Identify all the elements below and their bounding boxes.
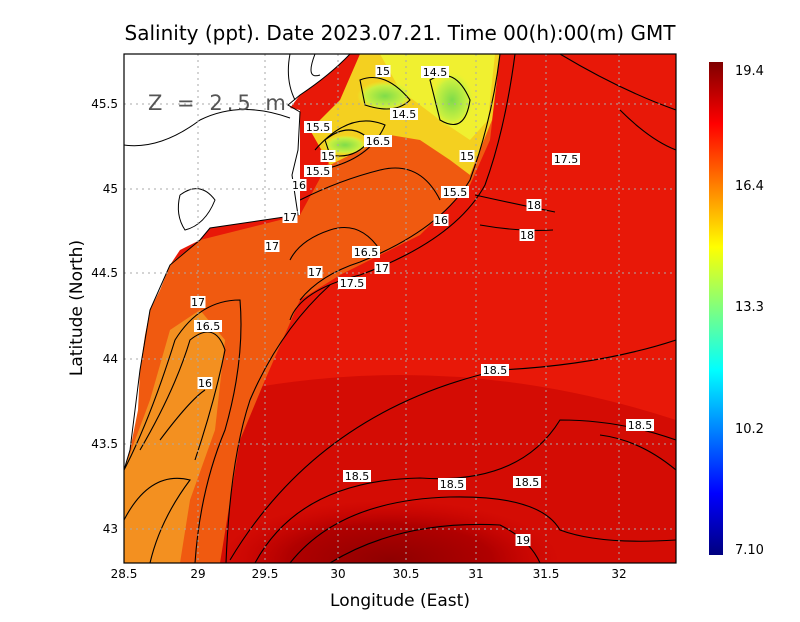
contour-label: 15.5 bbox=[306, 121, 331, 134]
y-tick-label: 45.5 bbox=[91, 97, 118, 111]
contour-label: 16 bbox=[198, 377, 212, 390]
colorbar-label: 13.3 bbox=[735, 300, 764, 315]
contour-label-bg bbox=[513, 476, 541, 488]
y-tick-label: 44 bbox=[103, 352, 118, 366]
contour-label-bg bbox=[197, 377, 213, 389]
y-tick-label: 44.5 bbox=[91, 266, 118, 280]
colorbar bbox=[709, 62, 723, 555]
contour-label-bg bbox=[352, 246, 380, 258]
contour-label-bg bbox=[320, 150, 336, 162]
y-axis-ticks: 45.5 45 44.5 44 43.5 43 bbox=[91, 97, 118, 536]
contour-label: 16.5 bbox=[366, 135, 391, 148]
map-title: Salinity (ppt). Date 2023.07.21. Time 00… bbox=[125, 21, 677, 45]
x-tick-label: 30.5 bbox=[393, 567, 420, 581]
land-area bbox=[124, 54, 350, 470]
colorbar-label: 19.4 bbox=[735, 64, 764, 79]
plot-frame bbox=[123, 53, 677, 564]
colorbar-label: 10.2 bbox=[735, 422, 764, 437]
x-tick-label: 30 bbox=[330, 567, 345, 581]
low-salinity-patch bbox=[357, 81, 413, 111]
y-tick-label: 43 bbox=[103, 522, 118, 536]
contour-label-bg bbox=[343, 470, 371, 482]
contour-label-bg bbox=[552, 153, 580, 165]
depth-label: Z = 2.5 m bbox=[148, 91, 290, 115]
x-tick-label: 29.5 bbox=[252, 567, 279, 581]
x-axis-ticks: 28.5 29 29.5 30 30.5 31 31.5 32 bbox=[111, 567, 627, 581]
high-salinity-band bbox=[124, 375, 676, 563]
contour-label: 18.5 bbox=[483, 364, 508, 377]
contour-label: 14.5 bbox=[423, 66, 448, 79]
contour-label: 18.5 bbox=[515, 476, 540, 489]
contour-label-bg bbox=[304, 165, 332, 177]
contour-label: 15.5 bbox=[306, 165, 331, 178]
x-tick-label: 28.5 bbox=[111, 567, 138, 581]
contour-label-bg bbox=[390, 108, 418, 120]
contour-label: 16.5 bbox=[354, 246, 379, 259]
contour-label: 18.5 bbox=[440, 478, 465, 491]
contour-label: 18.5 bbox=[628, 419, 653, 432]
contour-label: 17 bbox=[265, 240, 279, 253]
contour-label: 19 bbox=[516, 534, 530, 547]
contour-label-bg bbox=[307, 266, 323, 278]
y-tick-label: 45 bbox=[103, 182, 118, 196]
contour-label-bg bbox=[515, 534, 531, 546]
contour-label-bg bbox=[374, 262, 390, 274]
contour-label: 17.5 bbox=[554, 153, 579, 166]
contour-label-bg bbox=[364, 135, 392, 147]
contour-label: 17 bbox=[375, 262, 389, 275]
contour-label: 15 bbox=[376, 65, 390, 78]
y-tick-label: 43.5 bbox=[91, 437, 118, 451]
x-tick-label: 31 bbox=[468, 567, 483, 581]
contour-label: 15 bbox=[321, 150, 335, 163]
contour-label-bg bbox=[190, 296, 206, 308]
x-axis-label: Longitude (East) bbox=[330, 591, 470, 611]
contour-label-bg bbox=[264, 240, 280, 252]
contour-label-bg bbox=[194, 320, 222, 332]
grid-lines bbox=[124, 54, 676, 563]
contour-label-bg bbox=[304, 121, 332, 133]
contour-label: 15.5 bbox=[443, 186, 468, 199]
contour-label-bg bbox=[438, 478, 466, 490]
contour-label-bg bbox=[519, 229, 535, 241]
contour-label-bg bbox=[441, 186, 469, 198]
colorbar-label: 16.4 bbox=[735, 179, 764, 194]
low-salinity-patch bbox=[430, 72, 474, 128]
contour-label-bg bbox=[291, 179, 307, 191]
contour-label: 17 bbox=[283, 211, 297, 224]
x-tick-label: 31.5 bbox=[533, 567, 560, 581]
contour-label-bg bbox=[626, 419, 654, 431]
y-axis-label: Latitude (North) bbox=[67, 240, 87, 376]
contour-label: 17 bbox=[191, 296, 205, 309]
contour-label: 17 bbox=[308, 266, 322, 279]
x-tick-label: 29 bbox=[190, 567, 205, 581]
contour-label-bg bbox=[375, 65, 391, 77]
contour-label-bg bbox=[421, 66, 449, 78]
contour-label-bg bbox=[433, 214, 449, 226]
contour-label: 16 bbox=[292, 179, 306, 192]
x-tick-label: 32 bbox=[611, 567, 626, 581]
contour-label: 16 bbox=[434, 214, 448, 227]
contour-label: 14.5 bbox=[392, 108, 417, 121]
contour-label-bg bbox=[459, 150, 475, 162]
contour-label: 18.5 bbox=[345, 470, 370, 483]
contour-label-bg bbox=[526, 199, 542, 211]
contour-label: 18 bbox=[520, 229, 534, 242]
contour-label: 17.5 bbox=[340, 277, 365, 290]
contour-label: 16.5 bbox=[196, 320, 221, 333]
coastal-plume-south bbox=[124, 310, 225, 563]
contour-label-bg bbox=[282, 211, 298, 223]
colorbar-label: 7.10 bbox=[735, 543, 764, 558]
contour-label: 18 bbox=[527, 199, 541, 212]
contour-label: 15 bbox=[460, 150, 474, 163]
contour-lines bbox=[124, 54, 676, 563]
contour-label-bg bbox=[338, 277, 366, 289]
contour-label-bg bbox=[481, 364, 509, 376]
